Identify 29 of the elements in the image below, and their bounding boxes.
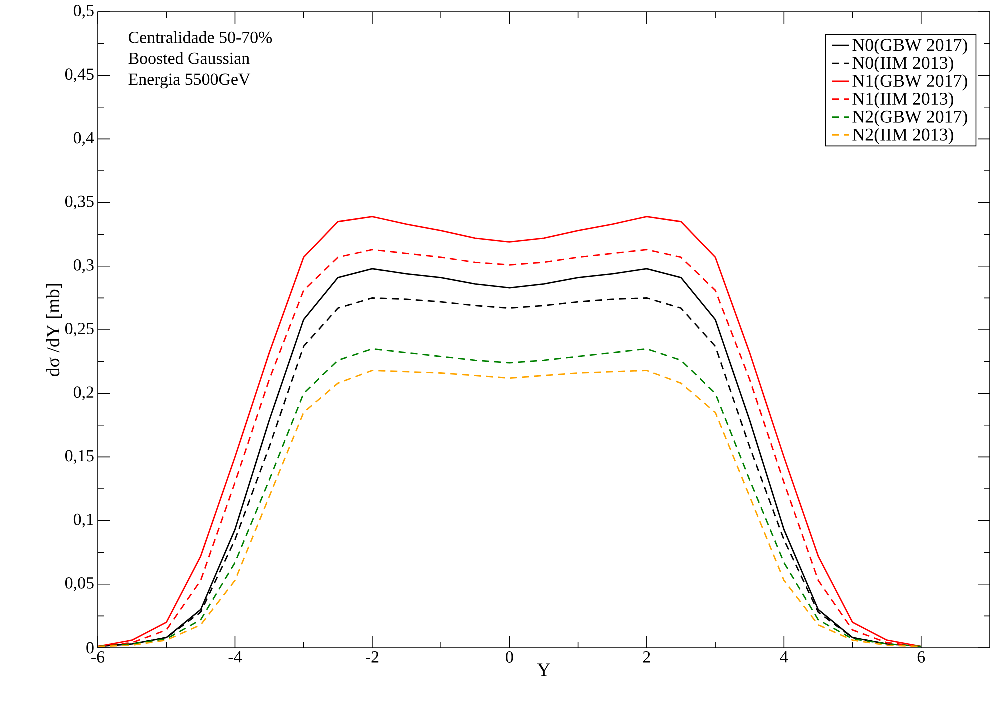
legend-label: N2(GBW 2017) xyxy=(852,110,968,127)
x-tick-label: -2 xyxy=(366,652,379,663)
x-tick-label: -6 xyxy=(92,652,105,663)
x-tick-label: 4 xyxy=(780,652,788,663)
y-tick-label: 0,25 xyxy=(65,323,94,337)
annotation: Boosted Gaussian xyxy=(128,52,250,64)
y-tick-label: 0 xyxy=(86,642,94,654)
x-axis-title: Y xyxy=(537,664,550,676)
y-tick-label: 0,5 xyxy=(74,5,94,19)
legend-label: N1(IIM 2013) xyxy=(852,92,954,109)
y-tick-label: 0,35 xyxy=(65,196,94,210)
y-tick-label: 0,4 xyxy=(74,132,94,146)
legend-label: N0(GBW 2017) xyxy=(852,38,968,55)
annotation: Centralidade 50-70% xyxy=(128,31,272,44)
y-tick-label: 0,15 xyxy=(65,450,94,464)
y-tick-label: 0,45 xyxy=(65,68,94,83)
annotation: Energia 5500GeV xyxy=(128,74,251,89)
y-tick-label: 0,05 xyxy=(65,577,94,592)
y-tick-label: 0,2 xyxy=(74,386,94,401)
x-tick-label: 2 xyxy=(643,652,650,663)
x-tick-label: -4 xyxy=(228,652,242,663)
y-tick-label: 0,1 xyxy=(74,514,94,528)
x-tick-label: 6 xyxy=(918,652,926,663)
x-tick-label: 0 xyxy=(506,652,514,663)
legend-label: N2(IIM 2013) xyxy=(852,128,954,145)
y-tick-label: 0,3 xyxy=(74,259,94,274)
legend-label: N1(GBW 2017) xyxy=(852,74,968,91)
legend-label: N0(IIM 2013) xyxy=(852,56,954,73)
y-axis-title: dσ /dY [mb] xyxy=(46,284,62,376)
